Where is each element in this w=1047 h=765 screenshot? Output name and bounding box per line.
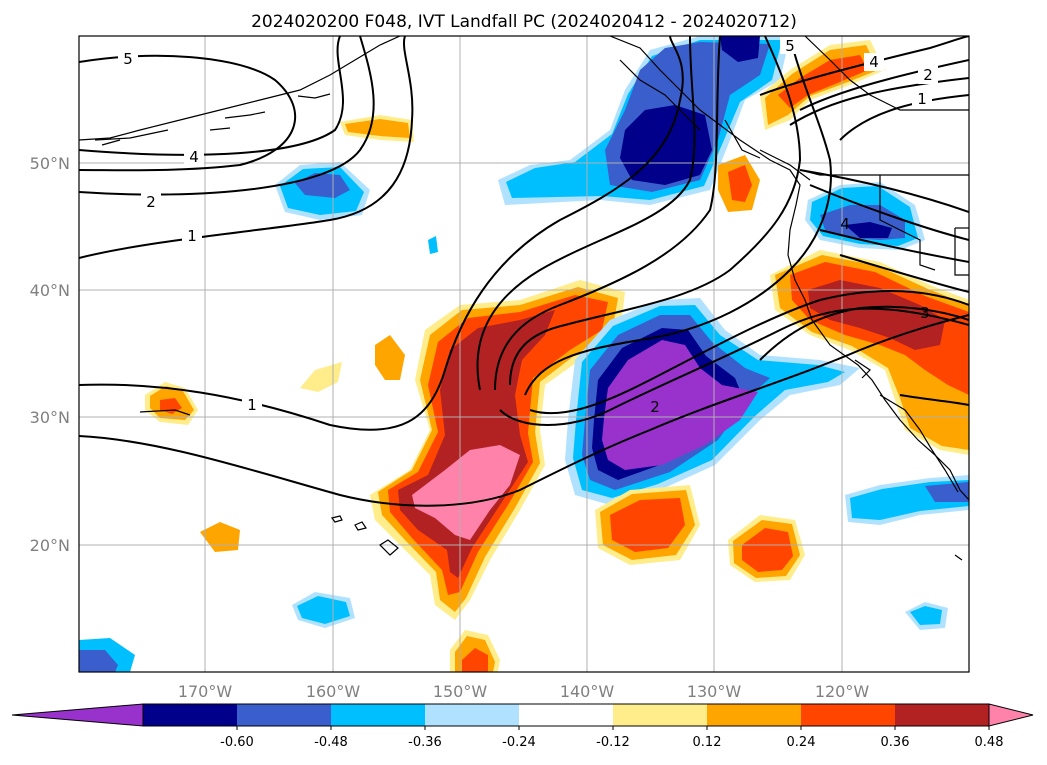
colorbar-extend-min (11, 703, 144, 727)
longitude-labels: 170°W 160°W 150°W 140°W 130°W 120°W (178, 682, 870, 701)
negative-blob-se-cyan (910, 606, 942, 625)
lat-label-50n: 50°N (30, 154, 70, 173)
colorbar-segment (331, 704, 425, 726)
lon-label-140w: 140°W (560, 682, 615, 701)
contour-label-group: 5 4 2 1 5 4 2 1 1 2 3 4 (118, 36, 938, 416)
lat-label-20n: 20°N (30, 536, 70, 555)
negative-blob-sw-corner-blue (79, 650, 118, 672)
lat-label-30n: 30°N (30, 408, 70, 427)
lon-label-130w: 130°W (687, 682, 742, 701)
colorbar-segment (237, 704, 331, 726)
positive-blob-small-1 (375, 335, 405, 380)
lat-label-40n: 40°N (30, 281, 70, 300)
contour-label: 3 (920, 304, 930, 322)
contour-label: 4 (189, 148, 199, 166)
colorbar-extend-max (988, 703, 1034, 727)
map-frame (78, 35, 970, 673)
colorbar-tick-label: 0.36 (881, 735, 910, 750)
positive-blob-small-2 (300, 362, 342, 392)
positive-blob-south-2-red (742, 528, 793, 572)
colorbar-segment (801, 704, 895, 726)
lon-label-170w: 170°W (178, 682, 233, 701)
negative-north-navy-top (720, 36, 760, 62)
colorbar-tick-label: -0.60 (220, 735, 254, 750)
contour-label: 2 (146, 193, 156, 211)
positive-blob-tiny (428, 236, 438, 254)
latitude-labels: 50°N 40°N 30°N 20°N (30, 154, 70, 555)
contour-label: 5 (785, 37, 795, 55)
colorbar-segment (895, 704, 989, 726)
contour-label: 4 (869, 53, 879, 71)
colorbar-segment (707, 704, 801, 726)
contour-label: 5 (123, 50, 133, 68)
positive-blob-oregon-coast-red (728, 165, 752, 202)
contour-label: 2 (923, 66, 933, 84)
colorbar-outline (142, 703, 990, 727)
positive-blob-central-pacific-orange (345, 119, 410, 138)
colorbar-tick-label: -0.48 (314, 735, 348, 750)
colorbar-tick-label: 0.12 (693, 735, 722, 750)
colorbar-segment (425, 704, 519, 726)
negative-anomaly-purple (602, 340, 758, 470)
contour-label: 1 (917, 90, 927, 108)
negative-blob-south-pacific-cyan (297, 596, 350, 624)
contour-label: 2 (650, 398, 660, 416)
lon-label-120w: 120°W (815, 682, 870, 701)
contour-label: 1 (247, 396, 257, 414)
colorbar-segment (519, 704, 613, 726)
colorbar-segment (613, 704, 707, 726)
positive-anomaly-pink (412, 445, 520, 540)
colorbar-tick-label: 0.24 (787, 735, 816, 750)
lon-label-150w: 150°W (433, 682, 488, 701)
chart-title: 2024020200 F048, IVT Landfall PC (202402… (251, 12, 797, 32)
colorbar-tick-label: 0.48 (975, 735, 1004, 750)
colorbar: -0.60 -0.48 -0.36 -0.24 -0.12 0.12 0.24 0.36 0.4… (11, 703, 1034, 750)
colorbar-segment (143, 704, 237, 726)
contour-label: 1 (187, 227, 197, 245)
colorbar-tick-label: -0.12 (596, 735, 630, 750)
contour-label: 4 (840, 215, 850, 233)
positive-blob-bottom-red (462, 648, 488, 672)
negative-north-navy (620, 105, 712, 185)
lon-label-160w: 160°W (306, 682, 361, 701)
negative-pnw-navy (845, 222, 892, 238)
positive-blob-south-1-red (610, 498, 685, 552)
map-panel: 5 4 2 1 5 4 2 1 1 2 3 4 (78, 35, 970, 673)
colorbar-tick-label: -0.36 (408, 735, 442, 750)
colorbar-tick-label: -0.24 (502, 735, 536, 750)
